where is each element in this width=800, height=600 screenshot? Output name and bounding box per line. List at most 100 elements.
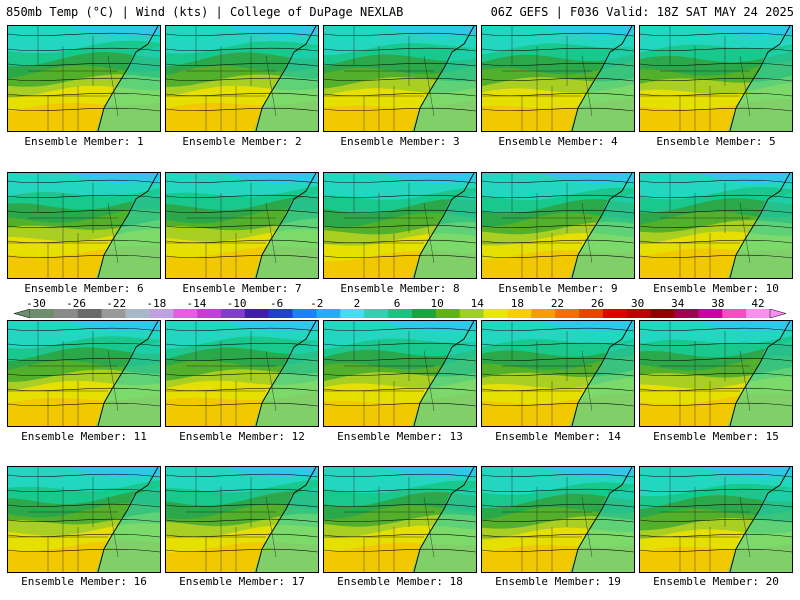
temperature-map [640,467,792,572]
colorbar-segment [292,309,317,318]
temperature-map [482,321,634,426]
ensemble-member-label: Ensemble Member: 16 [21,575,147,588]
colorbar-tick-label: -2 [310,297,324,310]
ensemble-member-label: Ensemble Member: 7 [182,282,302,295]
ensemble-member-map [481,172,635,279]
ensemble-member-label: Ensemble Member: 13 [337,430,463,443]
ensemble-member-label: Ensemble Member: 5 [656,135,776,148]
colorbar-segment [53,309,79,318]
ensemble-member-label: Ensemble Member: 10 [653,282,779,295]
colorbar-segment [626,309,651,318]
ensemble-member-map [165,320,319,427]
temperature-map [8,467,160,572]
ensemble-member-map [7,172,161,279]
ensemble-member-map [165,172,319,279]
ensemble-member-map [165,466,319,573]
colorbar-segment [650,309,675,318]
temperature-map [324,173,476,278]
colorbar-segment [77,309,102,318]
colorbar-tick-label: 26 [590,297,605,310]
ensemble-member-map [323,25,477,132]
ensemble-member-label: Ensemble Member: 1 [24,135,144,148]
ensemble-member-map [481,466,635,573]
colorbar-segment [507,309,532,318]
temperature-map [640,173,792,278]
temperature-map [482,467,634,572]
colorbar-tick-label: -18 [146,297,167,310]
colorbar-segment [268,309,293,318]
colorbar-tick-label: -26 [66,297,87,310]
ensemble-member-label: Ensemble Member: 11 [21,430,147,443]
ensemble-member-map [165,25,319,132]
ensemble-member-map [323,466,477,573]
colorbar-tick-label: 10 [430,297,444,310]
ensemble-member-label: Ensemble Member: 19 [495,575,621,588]
colorbar-segment [197,309,222,318]
colorbar-tick-label: -22 [106,297,127,310]
ensemble-member-label: Ensemble Member: 18 [337,575,463,588]
colorbar-segment [698,309,723,318]
colorbar-tick-label: -10 [226,297,247,310]
ensemble-member-map [639,466,793,573]
colorbar-segment [722,309,747,318]
colorbar-segment [30,309,55,318]
colorbar-tick-label: 2 [353,297,361,310]
colorbar-segment [602,309,628,318]
colorbar-segment [364,309,389,318]
colorbar-segment [101,309,126,318]
temperature-map [8,321,160,426]
colorbar-segment [555,309,580,318]
ensemble-member-label: Ensemble Member: 12 [179,430,305,443]
temperature-map [166,26,318,131]
ensemble-member-label: Ensemble Member: 8 [340,282,460,295]
ensemble-member-map [7,25,161,132]
ensemble-member-map [639,320,793,427]
temperature-map [324,321,476,426]
temperature-map [482,173,634,278]
colorbar-segment [411,309,437,318]
colorbar-tick-label: 34 [671,297,685,310]
ensemble-member-map [639,25,793,132]
colorbar-segment [340,309,365,318]
ensemble-member-label: Ensemble Member: 15 [653,430,779,443]
colorbar-segment [316,309,341,318]
ensemble-member-map [323,172,477,279]
colorbar-tick-label: -30 [26,297,46,310]
temperature-map [8,26,160,131]
temperature-map [640,26,792,131]
ensemble-member-label: Ensemble Member: 14 [495,430,621,443]
ensemble-member-map [481,25,635,132]
colorbar-segment [435,309,460,318]
colorbar-segment [173,309,198,318]
ensemble-member-label: Ensemble Member: 17 [179,575,305,588]
temperature-map [482,26,634,131]
colorbar-tick-label: 14 [470,297,484,310]
ensemble-member-map [323,320,477,427]
colorbar-segment [244,309,270,318]
temperature-map [166,321,318,426]
colorbar-tick-label: 6 [393,297,401,310]
colorbar-low-arrow [14,309,31,318]
temperature-colorbar: -30 -26 -22 -18 -14 -10 -6 -2 2 6 10 14 18 22 26 30 34 38… [14,297,786,319]
colorbar-tick-label: 42 [751,297,765,310]
colorbar-high-arrow [769,309,786,318]
ensemble-member-label: Ensemble Member: 6 [24,282,144,295]
header: 850mb Temp (°C) | Wind (kts) | College o… [0,0,800,24]
temperature-map [166,173,318,278]
colorbar-segment [220,309,246,318]
ensemble-member-label: Ensemble Member: 9 [498,282,618,295]
ensemble-member-label: Ensemble Member: 3 [340,135,460,148]
ensemble-member-map [7,320,161,427]
temperature-map [640,321,792,426]
colorbar-segment [459,309,484,318]
model-run-info: 06Z GEFS | F036 Valid: 18Z SAT MAY 24 20… [490,5,794,19]
ensemble-member-map [481,320,635,427]
ensemble-member-label: Ensemble Member: 20 [653,575,779,588]
colorbar-segment [674,309,699,318]
colorbar-segment [149,309,174,318]
colorbar-segment [483,309,508,318]
colorbar-segment [579,309,604,318]
colorbar-tick-label: -14 [186,297,207,310]
ensemble-member-map [7,466,161,573]
colorbar-segment [125,309,150,318]
